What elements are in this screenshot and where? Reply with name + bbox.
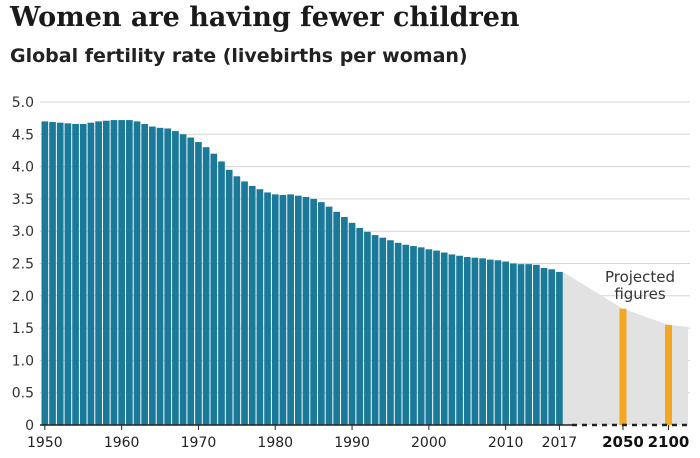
bar-2016	[548, 269, 556, 425]
bar-2013	[525, 264, 533, 425]
bar-1955	[79, 123, 87, 426]
bar-1959	[110, 120, 118, 425]
bar-1975	[233, 176, 241, 425]
projected-bar-2050	[619, 308, 627, 425]
bar-1965	[156, 127, 164, 425]
x-tick-label: 1990	[334, 435, 370, 451]
bar-1991	[356, 227, 364, 425]
y-tick-label: 3.5	[12, 192, 34, 208]
bar-1979	[264, 192, 271, 425]
bar-1972	[210, 153, 218, 425]
y-tick-label: 3.0	[12, 224, 34, 240]
labels: 0 0.5 1.0 1.5 2.0 2.5 3.0 3.5 4.0 4.5 5.0 1950 1960 1…	[12, 95, 690, 451]
bar-1967	[172, 131, 179, 425]
bar-1950	[41, 121, 49, 425]
axes	[40, 423, 690, 430]
x-tick-label: 1970	[181, 435, 217, 451]
x-tick-label: 1960	[104, 435, 140, 451]
y-tick-label: 0	[25, 418, 34, 434]
y-tick-label: 1.0	[12, 353, 34, 369]
x-tick-label: 2010	[488, 435, 524, 451]
bar-2003	[448, 254, 456, 425]
bar-2007	[479, 258, 486, 425]
bar-1988	[333, 211, 341, 425]
bar-1986	[317, 202, 325, 425]
bar-1973	[218, 161, 225, 425]
bar-2014	[533, 264, 540, 425]
bar-1990	[348, 222, 356, 425]
bar-1969	[187, 137, 195, 425]
bar-1992	[364, 231, 371, 425]
projected-annotation: figures	[614, 285, 666, 303]
bar-1961	[125, 120, 133, 425]
bar-2012	[517, 264, 525, 425]
y-tick-label: 2.5	[12, 257, 34, 273]
bar-2004	[456, 255, 463, 425]
x-tick-label: 2017	[542, 435, 578, 451]
bar-1956	[87, 122, 95, 425]
bar-1968	[179, 134, 187, 426]
bar-1970	[195, 142, 202, 425]
bar-1983	[294, 195, 302, 425]
projected-annotation: Projected	[605, 268, 675, 286]
bar-1998	[410, 246, 417, 425]
projected-x-label: 2100	[648, 433, 690, 451]
x-tick-label: 2000	[411, 435, 447, 451]
bar-1989	[341, 216, 348, 425]
bar-2009	[494, 260, 502, 425]
bar-2008	[486, 259, 494, 425]
chart-title: Women are having fewer children	[10, 2, 520, 33]
bar-1993	[371, 235, 379, 425]
bar-2011	[509, 263, 517, 425]
chart-subtitle: Global fertility rate (livebirths per wo…	[10, 45, 468, 67]
bar-1962	[133, 121, 141, 425]
y-tick-label: 2.0	[12, 289, 34, 305]
bar-1981	[279, 195, 287, 425]
y-tick-label: 4.5	[12, 127, 34, 143]
bar-1963	[141, 123, 149, 426]
projected-x-label: 2050	[602, 433, 644, 451]
bar-2015	[540, 268, 548, 425]
bar-1951	[49, 122, 56, 425]
bar-2001	[433, 250, 440, 425]
bar-1971	[202, 147, 210, 425]
bar-2000	[425, 249, 433, 425]
bar-1984	[302, 196, 310, 425]
bar-1974	[225, 169, 233, 425]
bar-1985	[310, 198, 317, 425]
bar-1994	[379, 237, 387, 425]
bar-2010	[502, 261, 509, 425]
bar-2017	[556, 271, 563, 425]
bar-1980	[271, 194, 279, 425]
bars	[41, 120, 672, 426]
bar-1982	[287, 194, 294, 425]
bar-1977	[248, 185, 256, 425]
y-tick-label: 1.5	[12, 321, 34, 337]
bar-1957	[95, 121, 102, 425]
bar-1976	[241, 181, 248, 425]
bar-1964	[149, 126, 156, 425]
bar-1960	[118, 120, 125, 425]
x-tick-label: 1950	[27, 435, 63, 451]
bar-1995	[387, 240, 394, 425]
x-tick-label: 1980	[257, 435, 293, 451]
bar-2006	[471, 257, 479, 425]
bar-2005	[463, 257, 471, 425]
bar-1987	[325, 206, 333, 425]
bar-1958	[102, 120, 110, 425]
y-tick-label: 5.0	[12, 95, 34, 111]
bar-1954	[72, 123, 79, 426]
bar-1966	[164, 128, 172, 425]
bar-1978	[256, 189, 264, 425]
projected-bar-2100	[665, 324, 672, 425]
bar-1996	[394, 242, 402, 425]
bar-1997	[402, 244, 410, 425]
bar-2002	[440, 252, 448, 425]
bar-1999	[417, 247, 425, 425]
bar-1952	[56, 122, 64, 425]
y-tick-label: 0.5	[12, 386, 34, 402]
bar-1953	[64, 123, 72, 426]
y-tick-label: 4.0	[12, 160, 34, 176]
